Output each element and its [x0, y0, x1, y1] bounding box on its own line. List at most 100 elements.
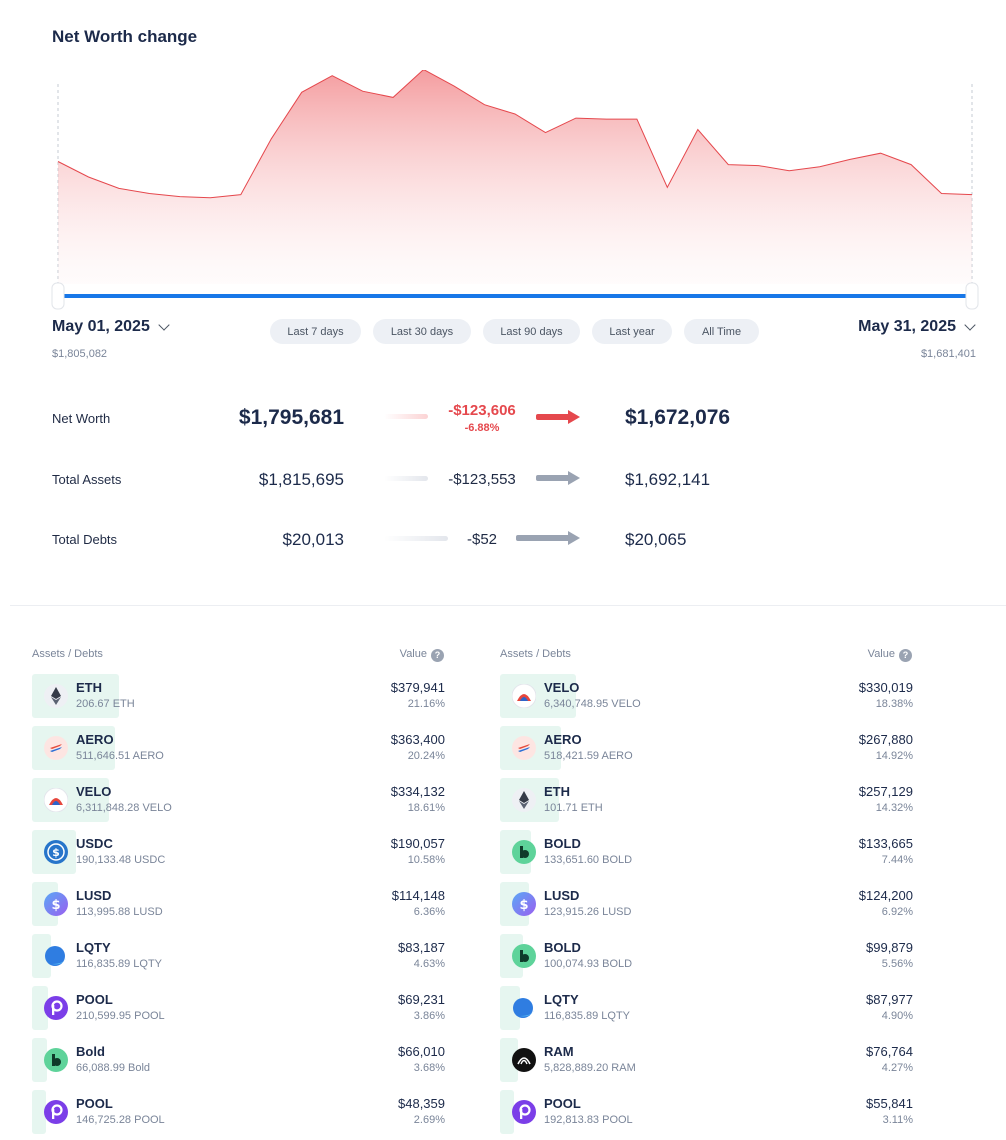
- token-amount: 6,311,848.28 VELO: [76, 802, 172, 814]
- row-share-bar: [500, 934, 523, 978]
- bold-icon: [512, 840, 536, 864]
- net-worth-end: $1,672,076: [625, 406, 731, 429]
- token-value: $55,841: [866, 1096, 913, 1111]
- token-amount: 133,651.60 BOLD: [544, 854, 633, 866]
- token-amount: 146,725.28 POOL: [76, 1114, 165, 1126]
- token-value: $66,010: [398, 1044, 445, 1059]
- table-row[interactable]: AERO 511,646.51 AERO $363,400 20.24%: [32, 726, 445, 770]
- arrow-right-icon: [516, 531, 580, 545]
- token-value: $257,129: [858, 784, 913, 799]
- token-amount: 6,340,748.95 VELO: [544, 698, 641, 710]
- token-symbol: POOL: [544, 1096, 581, 1111]
- net-worth-start: $1,795,681: [238, 406, 344, 429]
- end-date-dropdown[interactable]: May 31, 2025: [858, 318, 976, 336]
- svg-text:$: $: [519, 898, 528, 913]
- total-debts-start: $20,013: [282, 530, 344, 549]
- lqty-icon: [44, 944, 68, 968]
- table-row[interactable]: VELO 6,311,848.28 VELO $334,132 18.61%: [32, 778, 445, 822]
- token-symbol: USDC: [76, 836, 113, 851]
- range-all-time-button[interactable]: All Time: [684, 319, 759, 344]
- section-divider: [10, 605, 1006, 606]
- lusd-icon: $: [512, 892, 536, 916]
- pool-icon: [512, 1100, 536, 1124]
- token-amount: 511,646.51 AERO: [76, 750, 164, 762]
- total-debts-change: -$52: [466, 531, 498, 548]
- lusd-icon: $: [44, 892, 68, 916]
- table-row[interactable]: POOL 210,599.95 POOL $69,231 3.86%: [32, 986, 445, 1030]
- start-date-dropdown[interactable]: May 01, 2025: [52, 318, 170, 336]
- token-percent: 14.32%: [875, 802, 913, 814]
- row-share-bar: [32, 934, 52, 978]
- range-handle-end[interactable]: [965, 282, 979, 310]
- table-row[interactable]: ETH 101.71 ETH $257,129 14.32%: [500, 778, 913, 822]
- row-share-bar: [500, 1038, 518, 1082]
- token-symbol: LQTY: [76, 940, 111, 955]
- token-percent: 10.58%: [407, 854, 445, 866]
- net-worth-change-pct: -6.88%: [464, 422, 500, 434]
- range-last-30-days-button[interactable]: Last 30 days: [373, 319, 471, 344]
- start-date-value: $1,805,082: [52, 348, 108, 360]
- token-symbol: VELO: [544, 680, 580, 695]
- token-percent: 21.16%: [407, 698, 445, 710]
- table-row[interactable]: POOL 146,725.28 POOL $48,359 2.69%: [32, 1090, 445, 1134]
- range-handle-start[interactable]: [51, 282, 65, 310]
- svg-text:$: $: [51, 898, 60, 913]
- table-row[interactable]: POOL 192,813.83 POOL $55,841 3.11%: [500, 1090, 913, 1134]
- token-percent: 6.36%: [413, 906, 445, 918]
- token-symbol: LUSD: [544, 888, 580, 903]
- token-value: $330,019: [858, 680, 913, 695]
- total-debts-fade-bar: [384, 536, 448, 541]
- table-row[interactable]: $ LUSD 113,995.88 LUSD $114,148 6.36%: [32, 882, 445, 926]
- token-amount: 210,599.95 POOL: [76, 1010, 165, 1022]
- token-value: $69,231: [398, 992, 445, 1007]
- token-amount: 123,915.26 LUSD: [544, 906, 632, 918]
- token-amount: 101.71 ETH: [544, 802, 603, 814]
- end-date-value: $1,681,401: [920, 348, 976, 360]
- token-amount: 192,813.83 POOL: [544, 1114, 633, 1126]
- table-row[interactable]: BOLD 133,651.60 BOLD $133,665 7.44%: [500, 830, 913, 874]
- table-row[interactable]: AERO 518,421.59 AERO $267,880 14.92%: [500, 726, 913, 770]
- aero-icon: [44, 736, 68, 760]
- net-worth-fade-bar: [384, 414, 428, 419]
- total-assets-end: $1,692,141: [625, 470, 711, 489]
- token-symbol: VELO: [76, 784, 112, 799]
- pool-icon: [44, 996, 68, 1020]
- table-row[interactable]: VELO 6,340,748.95 VELO $330,019 18.38%: [500, 674, 913, 718]
- token-symbol: RAM: [544, 1044, 574, 1059]
- token-percent: 7.44%: [881, 854, 913, 866]
- token-percent: 3.68%: [413, 1062, 445, 1074]
- net-worth-chart[interactable]: [0, 70, 1006, 310]
- chevron-down-icon: [964, 319, 976, 331]
- table-left-header-value: Value?: [400, 648, 444, 662]
- table-row[interactable]: LQTY 116,835.89 LQTY $83,187 4.63%: [32, 934, 445, 978]
- table-row[interactable]: RAM 5,828,889.20 RAM $76,764 4.27%: [500, 1038, 913, 1082]
- row-share-bar: [32, 1038, 48, 1082]
- total-assets-start: $1,815,695: [258, 470, 344, 489]
- table-row[interactable]: BOLD 100,074.93 BOLD $99,879 5.56%: [500, 934, 913, 978]
- chart-line: [57, 70, 973, 199]
- eth-icon: [512, 788, 536, 812]
- table-row[interactable]: $ LUSD 123,915.26 LUSD $124,200 6.92%: [500, 882, 913, 926]
- help-icon[interactable]: ?: [899, 649, 912, 662]
- table-row[interactable]: $ USDC 190,133.48 USDC $190,057 10.58%: [32, 830, 445, 874]
- table-row[interactable]: LQTY 116,835.89 LQTY $87,977 4.90%: [500, 986, 913, 1030]
- token-percent: 4.63%: [413, 958, 445, 970]
- range-last-year-button[interactable]: Last year: [592, 319, 672, 344]
- token-percent: 2.69%: [413, 1114, 445, 1126]
- arrow-right-icon: [536, 471, 580, 485]
- table-row[interactable]: Bold 66,088.99 Bold $66,010 3.68%: [32, 1038, 445, 1082]
- token-symbol: ETH: [544, 784, 570, 799]
- pool-icon: [44, 1100, 68, 1124]
- ram-icon: [512, 1048, 536, 1072]
- token-symbol: LQTY: [544, 992, 579, 1007]
- total-assets-label: Total Assets: [52, 472, 122, 487]
- range-last-7-days-button[interactable]: Last 7 days: [270, 319, 361, 344]
- token-value: $83,187: [398, 940, 445, 955]
- table-row[interactable]: ETH 206.67 ETH $379,941 21.16%: [32, 674, 445, 718]
- token-amount: 518,421.59 AERO: [544, 750, 633, 762]
- help-icon[interactable]: ?: [431, 649, 444, 662]
- token-symbol: Bold: [76, 1044, 105, 1059]
- eth-icon: [44, 684, 68, 708]
- range-last-90-days-button[interactable]: Last 90 days: [483, 319, 580, 344]
- token-percent: 20.24%: [407, 750, 445, 762]
